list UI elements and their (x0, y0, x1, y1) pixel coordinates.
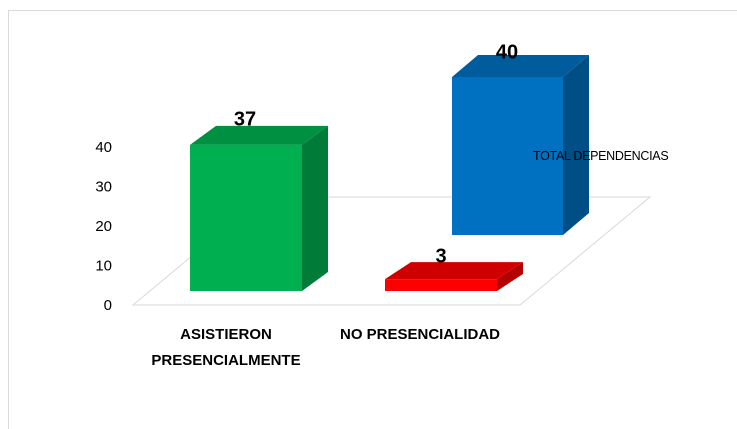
value-label: 3 (435, 245, 446, 267)
y-tick-label: 30 (95, 178, 112, 195)
bar-front (385, 279, 497, 291)
y-tick-label: 0 (104, 297, 112, 314)
x-tick-label: TOTAL DEPENDENCIAS (533, 149, 669, 163)
bar-side (302, 125, 328, 291)
y-tick-label: 20 (95, 218, 112, 235)
bar-side (497, 262, 523, 291)
y-tick-label: 10 (95, 257, 112, 274)
bar (452, 55, 589, 235)
bar-top (452, 55, 589, 77)
value-label: 40 (496, 41, 518, 63)
y-tick-label: 40 (95, 139, 112, 156)
x-tick-label: ASISTIERON PRESENCIALMENTE (151, 326, 301, 369)
bar-front (190, 144, 302, 291)
x-tick-label: NO PRESENCIALIDAD (339, 326, 500, 343)
bar-top (190, 125, 328, 145)
bar-front (452, 77, 563, 235)
value-label: 37 (234, 108, 256, 130)
bar (385, 262, 523, 291)
chart-frame (8, 10, 737, 429)
bar-top (385, 262, 523, 280)
bar (190, 125, 328, 291)
bar-side (563, 55, 589, 235)
